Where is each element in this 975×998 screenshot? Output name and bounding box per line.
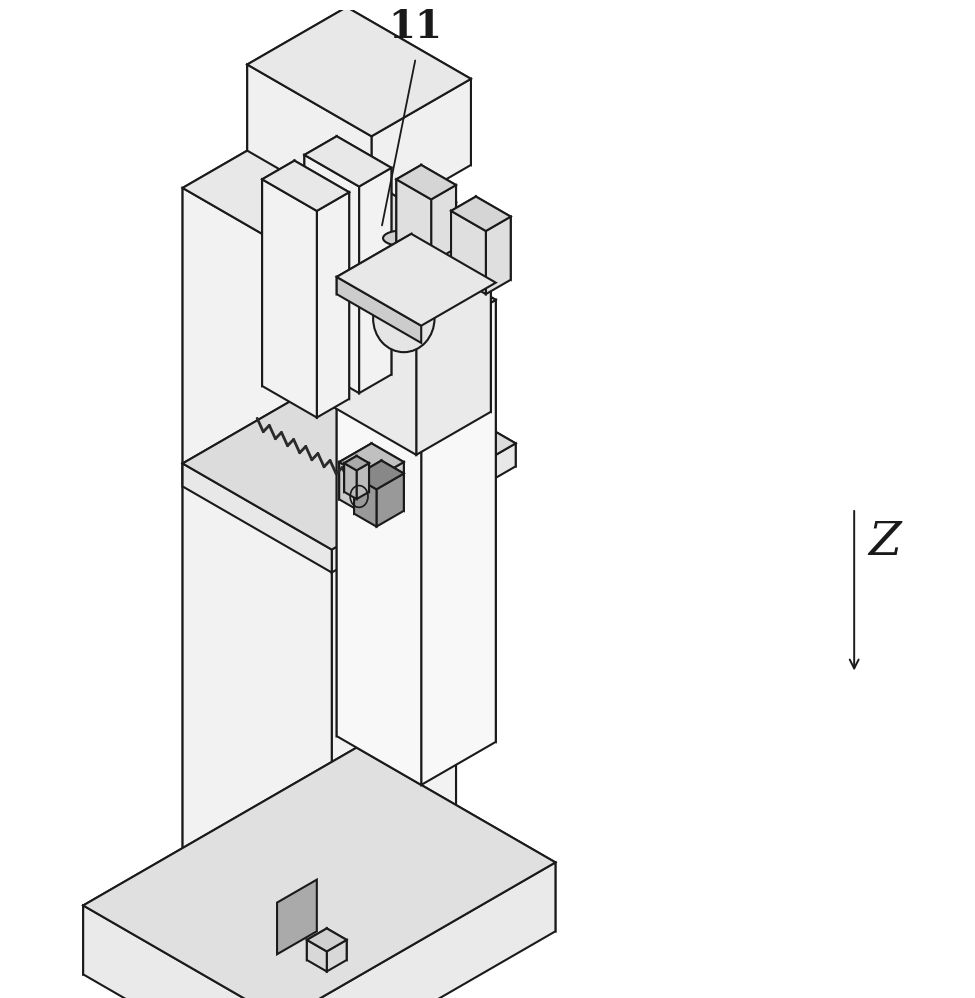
Polygon shape: [421, 299, 495, 784]
Polygon shape: [83, 748, 357, 974]
Polygon shape: [336, 234, 411, 294]
Polygon shape: [304, 137, 391, 187]
Polygon shape: [336, 251, 495, 343]
Polygon shape: [397, 180, 431, 262]
Text: 11: 11: [389, 8, 443, 46]
Polygon shape: [307, 940, 327, 971]
Polygon shape: [451, 211, 486, 294]
Polygon shape: [317, 194, 490, 294]
Polygon shape: [476, 197, 511, 279]
Polygon shape: [376, 473, 404, 527]
Polygon shape: [354, 461, 404, 489]
Polygon shape: [411, 251, 495, 742]
Polygon shape: [182, 357, 516, 550]
Polygon shape: [371, 79, 471, 223]
Polygon shape: [357, 456, 369, 492]
Polygon shape: [357, 748, 556, 931]
Polygon shape: [282, 862, 556, 998]
Polygon shape: [339, 443, 371, 499]
Polygon shape: [431, 185, 456, 262]
Polygon shape: [262, 180, 317, 417]
Polygon shape: [357, 463, 369, 499]
Polygon shape: [397, 165, 456, 200]
Polygon shape: [262, 161, 294, 386]
Polygon shape: [371, 443, 404, 499]
Polygon shape: [336, 294, 421, 784]
Polygon shape: [451, 197, 476, 274]
Polygon shape: [327, 940, 347, 971]
Polygon shape: [336, 251, 411, 737]
Polygon shape: [344, 463, 357, 499]
Polygon shape: [307, 116, 456, 891]
Polygon shape: [182, 463, 332, 573]
Polygon shape: [83, 748, 556, 998]
Polygon shape: [416, 251, 490, 455]
Polygon shape: [347, 7, 471, 165]
Polygon shape: [451, 197, 511, 231]
Polygon shape: [83, 905, 282, 998]
Polygon shape: [294, 161, 349, 399]
Polygon shape: [339, 443, 404, 481]
Polygon shape: [307, 928, 327, 960]
Polygon shape: [277, 879, 317, 954]
Polygon shape: [359, 168, 391, 393]
Polygon shape: [336, 137, 391, 374]
Polygon shape: [332, 203, 456, 963]
Ellipse shape: [383, 231, 424, 247]
Polygon shape: [354, 476, 376, 527]
Polygon shape: [486, 217, 511, 294]
Polygon shape: [307, 928, 347, 951]
Polygon shape: [336, 234, 495, 325]
Polygon shape: [248, 7, 347, 151]
Polygon shape: [327, 928, 347, 960]
Polygon shape: [248, 65, 371, 223]
Polygon shape: [182, 116, 456, 274]
Polygon shape: [371, 462, 404, 518]
Polygon shape: [182, 188, 332, 963]
Polygon shape: [421, 165, 456, 249]
Polygon shape: [332, 443, 516, 573]
Polygon shape: [381, 461, 404, 511]
Polygon shape: [397, 165, 421, 243]
Polygon shape: [336, 276, 421, 343]
Polygon shape: [304, 155, 359, 393]
Polygon shape: [344, 456, 369, 470]
Polygon shape: [339, 462, 371, 518]
Polygon shape: [391, 194, 490, 412]
Text: Z: Z: [868, 520, 901, 566]
Polygon shape: [262, 161, 349, 211]
Polygon shape: [304, 137, 336, 361]
Polygon shape: [182, 357, 367, 486]
Ellipse shape: [373, 284, 435, 352]
Polygon shape: [317, 194, 391, 397]
Polygon shape: [367, 357, 516, 466]
Polygon shape: [344, 456, 357, 492]
Polygon shape: [354, 461, 381, 514]
Polygon shape: [317, 193, 349, 417]
Polygon shape: [317, 237, 416, 455]
Polygon shape: [182, 116, 307, 877]
Polygon shape: [248, 7, 471, 137]
